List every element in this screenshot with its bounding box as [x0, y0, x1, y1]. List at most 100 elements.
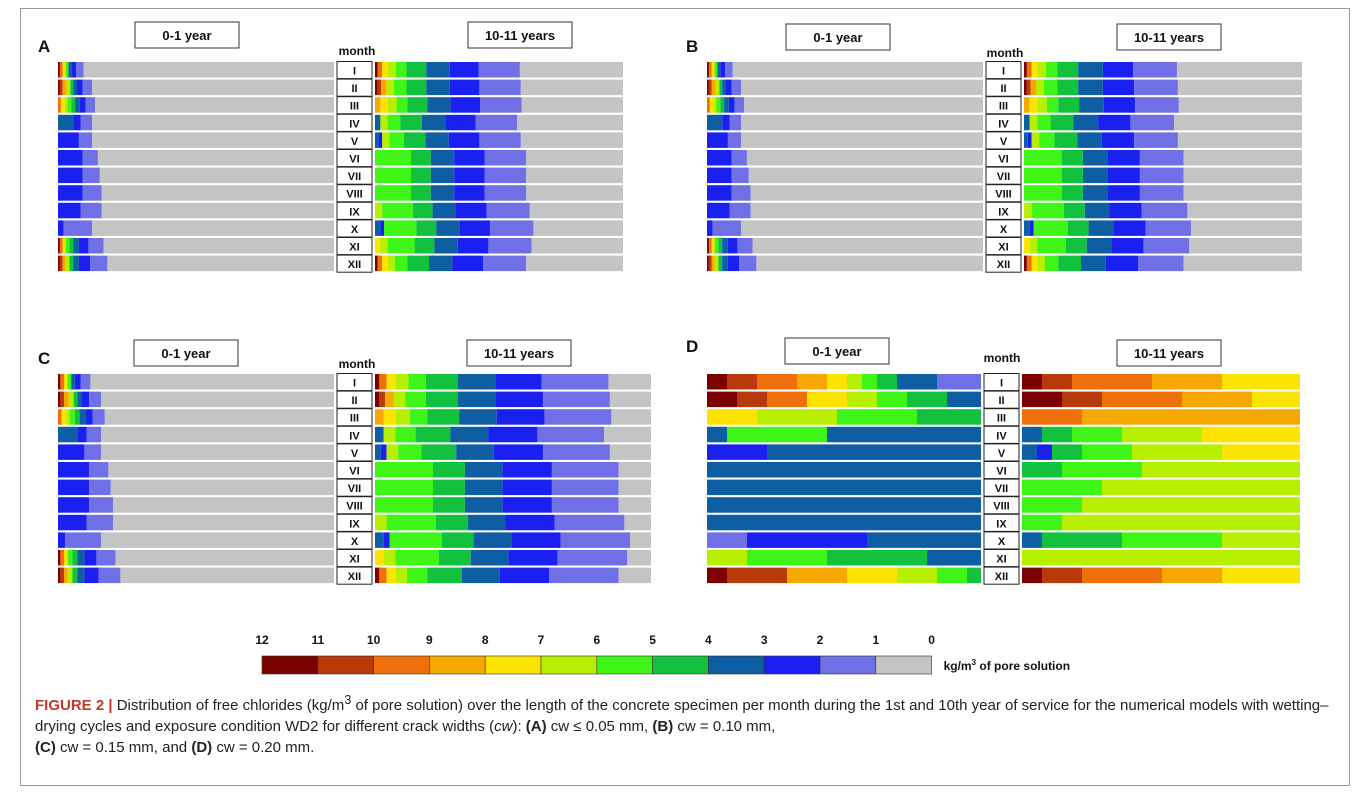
left-band-row	[58, 409, 334, 425]
band-segment	[707, 374, 727, 390]
band-segment	[741, 220, 983, 236]
band-segment	[746, 150, 983, 166]
band-segment	[827, 426, 981, 443]
band-segment	[77, 79, 83, 96]
band-segment	[113, 497, 334, 513]
colorbar-unit: kg/m3 of pore solution	[944, 658, 1070, 673]
band-segment	[897, 567, 937, 584]
band-segment	[70, 79, 74, 96]
band-segment	[67, 374, 72, 390]
band-segment	[92, 114, 334, 131]
band-segment	[917, 409, 981, 425]
right-title-box	[1116, 339, 1222, 367]
band-segment	[1057, 79, 1079, 96]
band-segment	[707, 514, 981, 531]
band-segment	[380, 238, 388, 254]
band-segment	[1026, 79, 1031, 96]
month-header: month	[984, 351, 1021, 365]
band-segment	[406, 79, 427, 96]
band-segment	[747, 550, 827, 566]
band-segment	[58, 220, 64, 236]
band-segment	[549, 567, 619, 584]
band-segment	[86, 426, 102, 443]
band-segment	[1024, 132, 1028, 148]
band-segment	[1134, 132, 1178, 148]
left-band-row	[58, 79, 334, 96]
band-segment	[59, 62, 63, 78]
band-segment	[58, 497, 90, 513]
band-segment	[551, 479, 619, 496]
band-segment	[1134, 79, 1178, 96]
band-segment	[427, 567, 462, 584]
month-label: VIII	[346, 501, 363, 513]
band-segment	[375, 79, 378, 96]
left-band-row	[58, 255, 335, 272]
band-segment	[1030, 79, 1037, 96]
band-segment	[375, 567, 380, 584]
band-segment	[60, 97, 65, 113]
left-band-row	[707, 167, 983, 184]
band-segment	[405, 391, 426, 408]
band-segment	[1054, 132, 1078, 148]
band-segment	[1139, 150, 1184, 166]
band-segment	[484, 185, 527, 201]
right-band-row	[375, 150, 623, 166]
band-segment	[1029, 238, 1038, 254]
colorbar-segment	[875, 655, 932, 675]
band-segment	[58, 150, 83, 166]
band-segment	[64, 567, 68, 584]
panel-letter: B	[686, 37, 698, 56]
band-segment	[67, 567, 73, 584]
band-segment	[1183, 255, 1302, 272]
band-segment	[502, 479, 552, 496]
band-segment	[1152, 374, 1222, 390]
band-segment	[95, 97, 334, 113]
band-segment	[490, 220, 534, 236]
band-segment	[58, 62, 60, 78]
band-segment	[707, 114, 723, 131]
right-band-row	[375, 462, 651, 478]
band-segment	[381, 79, 387, 96]
band-segment	[65, 62, 69, 78]
band-segment	[480, 97, 522, 113]
band-segment	[731, 150, 747, 166]
band-segment	[473, 532, 512, 548]
band-segment	[729, 202, 751, 219]
band-segment	[82, 150, 98, 166]
band-segment	[86, 514, 114, 531]
band-segment	[78, 132, 93, 148]
band-segment	[58, 255, 60, 272]
band-segment	[1046, 97, 1059, 113]
band-segment	[707, 220, 713, 236]
band-segment	[750, 202, 983, 219]
month-header: month	[339, 357, 376, 371]
band-segment	[386, 374, 396, 390]
band-segment	[1033, 220, 1068, 236]
band-segment	[375, 444, 381, 460]
caption-a-text: cw ≤ 0.05 mm,	[550, 718, 649, 735]
band-segment	[1252, 391, 1300, 408]
left-title: 0-1 year	[161, 346, 210, 361]
band-segment	[377, 62, 383, 78]
band-segment	[430, 185, 455, 201]
band-segment	[741, 79, 983, 96]
band-segment	[728, 97, 735, 113]
band-segment	[707, 462, 981, 478]
band-segment	[395, 567, 407, 584]
band-segment	[77, 391, 82, 408]
band-segment	[877, 391, 907, 408]
band-segment	[459, 220, 491, 236]
right-title-box	[1116, 23, 1222, 51]
band-segment	[60, 550, 64, 566]
left-band-row	[58, 374, 335, 390]
band-segment	[502, 462, 552, 478]
month-label: XI	[349, 554, 359, 566]
band-segment	[113, 514, 334, 531]
band-segment	[387, 114, 401, 131]
band-segment	[103, 238, 334, 254]
band-segment	[375, 514, 387, 531]
band-segment	[707, 62, 709, 78]
month-box	[336, 566, 373, 585]
month-box	[985, 78, 1022, 97]
band-segment	[1082, 409, 1300, 425]
